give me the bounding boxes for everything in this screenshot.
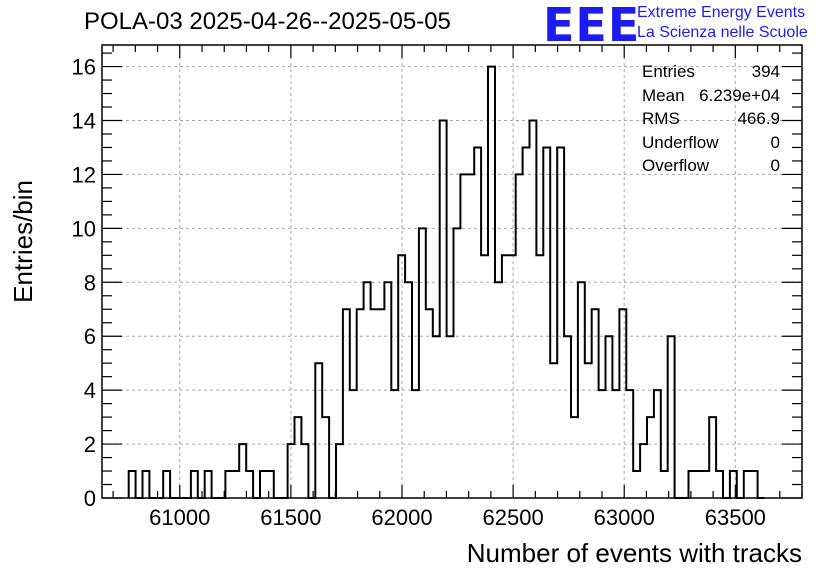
y-tick-label: 8 <box>84 270 96 295</box>
x-tick-label: 61000 <box>149 505 210 530</box>
y-tick-label: 10 <box>72 216 96 241</box>
y-tick-label: 14 <box>72 109 96 134</box>
eee-logo-text: Extreme Energy Events La Scienza nelle S… <box>637 3 808 43</box>
stat-label: Entries <box>642 62 695 81</box>
stat-row-mean: Mean 6.239e+04 <box>642 84 780 108</box>
stat-value: 0 <box>770 156 780 176</box>
y-axis-label: Entries/bin <box>8 180 38 303</box>
stat-value: 0 <box>770 132 780 152</box>
x-tick-label: 62500 <box>483 505 544 530</box>
x-tick-label: 62000 <box>371 505 432 530</box>
y-tick-label: 0 <box>84 486 96 511</box>
stat-row-underflow: Underflow 0 <box>642 131 780 155</box>
logo-line-2: La Scienza nelle Scuole <box>637 24 808 41</box>
y-tick-label: 12 <box>72 162 96 187</box>
y-tick-label: 16 <box>72 55 96 80</box>
axis-ticks <box>102 45 803 499</box>
tick-labels: 61000 61500 62000 62500 63000 63500 0 2 4 6 8 10 12 1… <box>72 55 766 530</box>
stats-box: Entries 394 Mean 6.239e+04 RMS 466.9 Und… <box>642 60 780 178</box>
y-tick-label: 4 <box>84 378 96 403</box>
plot-frame <box>101 44 803 499</box>
eee-logo: EEE <box>543 0 641 52</box>
x-tick-label: 61500 <box>260 505 321 530</box>
stat-value: 6.239e+04 <box>699 85 780 105</box>
x-axis-label: Number of events with tracks <box>467 538 802 568</box>
stat-label: Underflow <box>642 132 719 152</box>
x-tick-label: 63000 <box>594 505 655 530</box>
stat-label: RMS <box>642 109 680 129</box>
histogram-line <box>127 65 765 499</box>
logo-line-1: Extreme Energy Events <box>637 4 806 21</box>
stat-value: 466.9 <box>737 109 780 129</box>
stat-label: Mean <box>642 85 685 105</box>
stat-value: 394 <box>751 62 780 81</box>
stat-label: Overflow <box>642 156 710 176</box>
x-tick-label: 63500 <box>705 505 766 530</box>
y-tick-label: 2 <box>84 432 96 457</box>
stat-row-overflow: Overflow 0 <box>642 154 780 178</box>
stat-row-rms: RMS 466.9 <box>642 107 780 131</box>
y-tick-label: 6 <box>84 324 96 349</box>
chart-title: POLA-03 2025-04-26--2025-05-05 <box>84 8 451 35</box>
stat-row-entries: Entries 394 <box>642 60 780 84</box>
